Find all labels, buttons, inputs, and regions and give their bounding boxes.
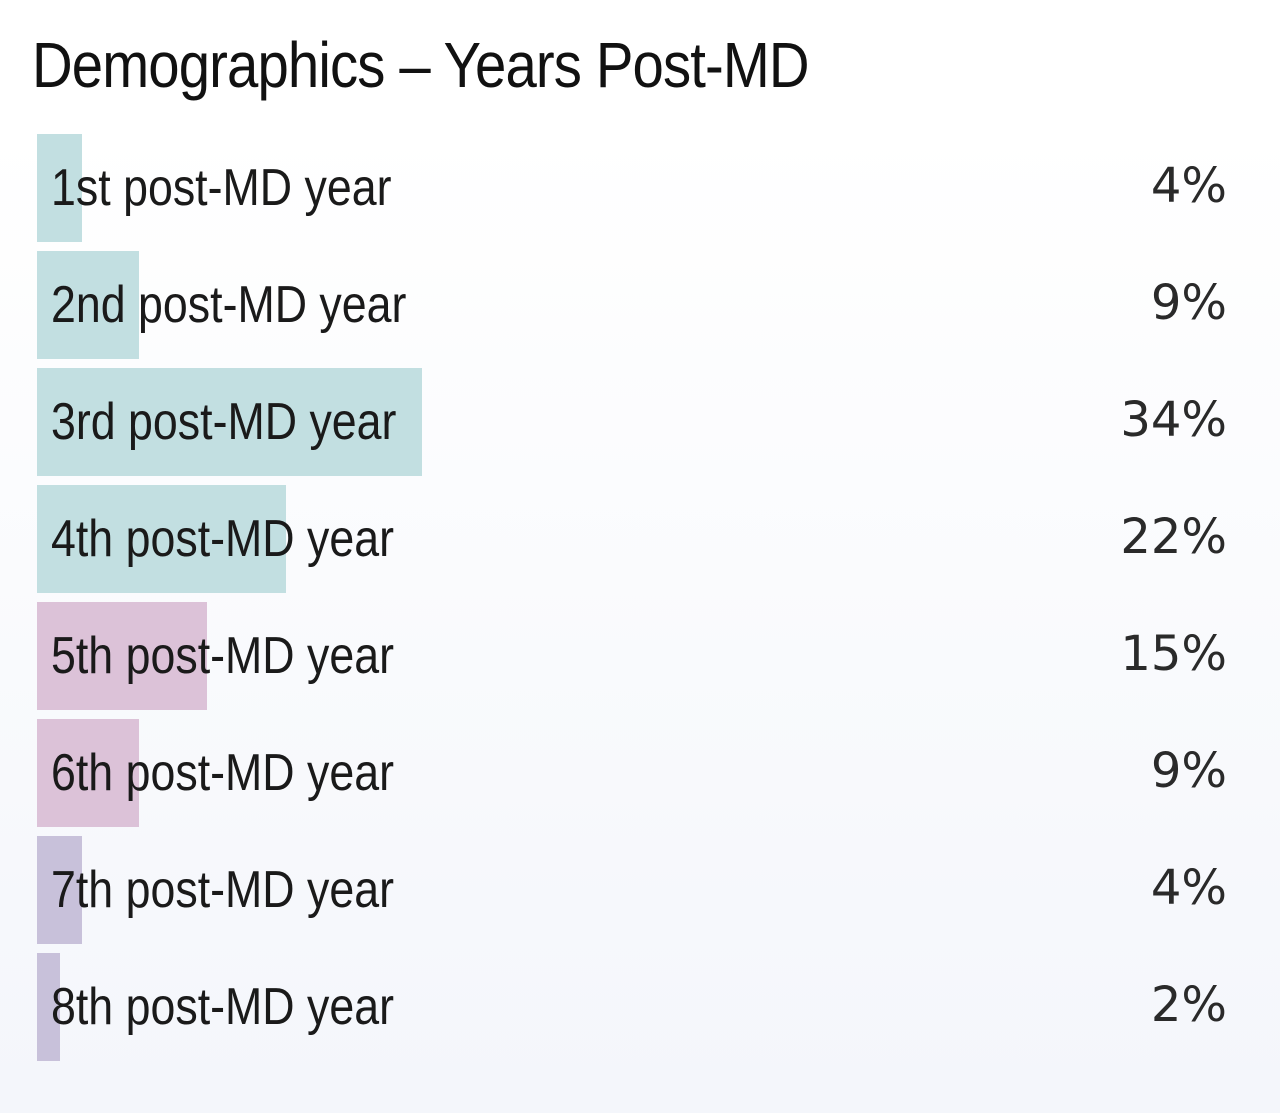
- value-label: 15%: [1120, 626, 1227, 682]
- value-label: 34%: [1120, 392, 1227, 448]
- bar: [37, 953, 60, 1061]
- value-label: 4%: [1150, 158, 1227, 214]
- bar-row: 4th post-MD year 22%: [37, 485, 1227, 593]
- bar: [37, 602, 207, 710]
- category-label: 1st post-MD year: [51, 159, 392, 217]
- value-label: 22%: [1120, 509, 1227, 565]
- bar-row: 1st post-MD year 4%: [37, 134, 1227, 242]
- value-label: 9%: [1150, 275, 1227, 331]
- value-label: 9%: [1150, 743, 1227, 799]
- bar: [37, 719, 139, 827]
- chart-title: Demographics – Years Post-MD: [32, 29, 810, 101]
- chart-background-panel: [0, 128, 1280, 1113]
- bar: [37, 134, 83, 242]
- category-label: 7th post-MD year: [51, 861, 394, 919]
- value-label: 4%: [1150, 860, 1227, 916]
- category-label: 3rd post-MD year: [51, 393, 397, 451]
- bar: [37, 251, 139, 359]
- bar-row: 8th post-MD year 2%: [37, 953, 1227, 1061]
- category-label: 6th post-MD year: [51, 744, 394, 802]
- bar: [37, 836, 83, 944]
- bar: [37, 485, 287, 593]
- bar-row: 3rd post-MD year 34%: [37, 368, 1227, 476]
- value-label: 2%: [1150, 977, 1227, 1033]
- bar: [37, 368, 422, 476]
- category-label: 4th post-MD year: [51, 510, 394, 568]
- category-label: 2nd post-MD year: [51, 276, 407, 334]
- bar-row: 2nd post-MD year 9%: [37, 251, 1227, 359]
- bar-row: 5th post-MD year 15%: [37, 602, 1227, 710]
- bar-row: 6th post-MD year 9%: [37, 719, 1227, 827]
- category-label: 8th post-MD year: [51, 978, 394, 1036]
- bar-row: 7th post-MD year 4%: [37, 836, 1227, 944]
- category-label: 5th post-MD year: [51, 627, 394, 685]
